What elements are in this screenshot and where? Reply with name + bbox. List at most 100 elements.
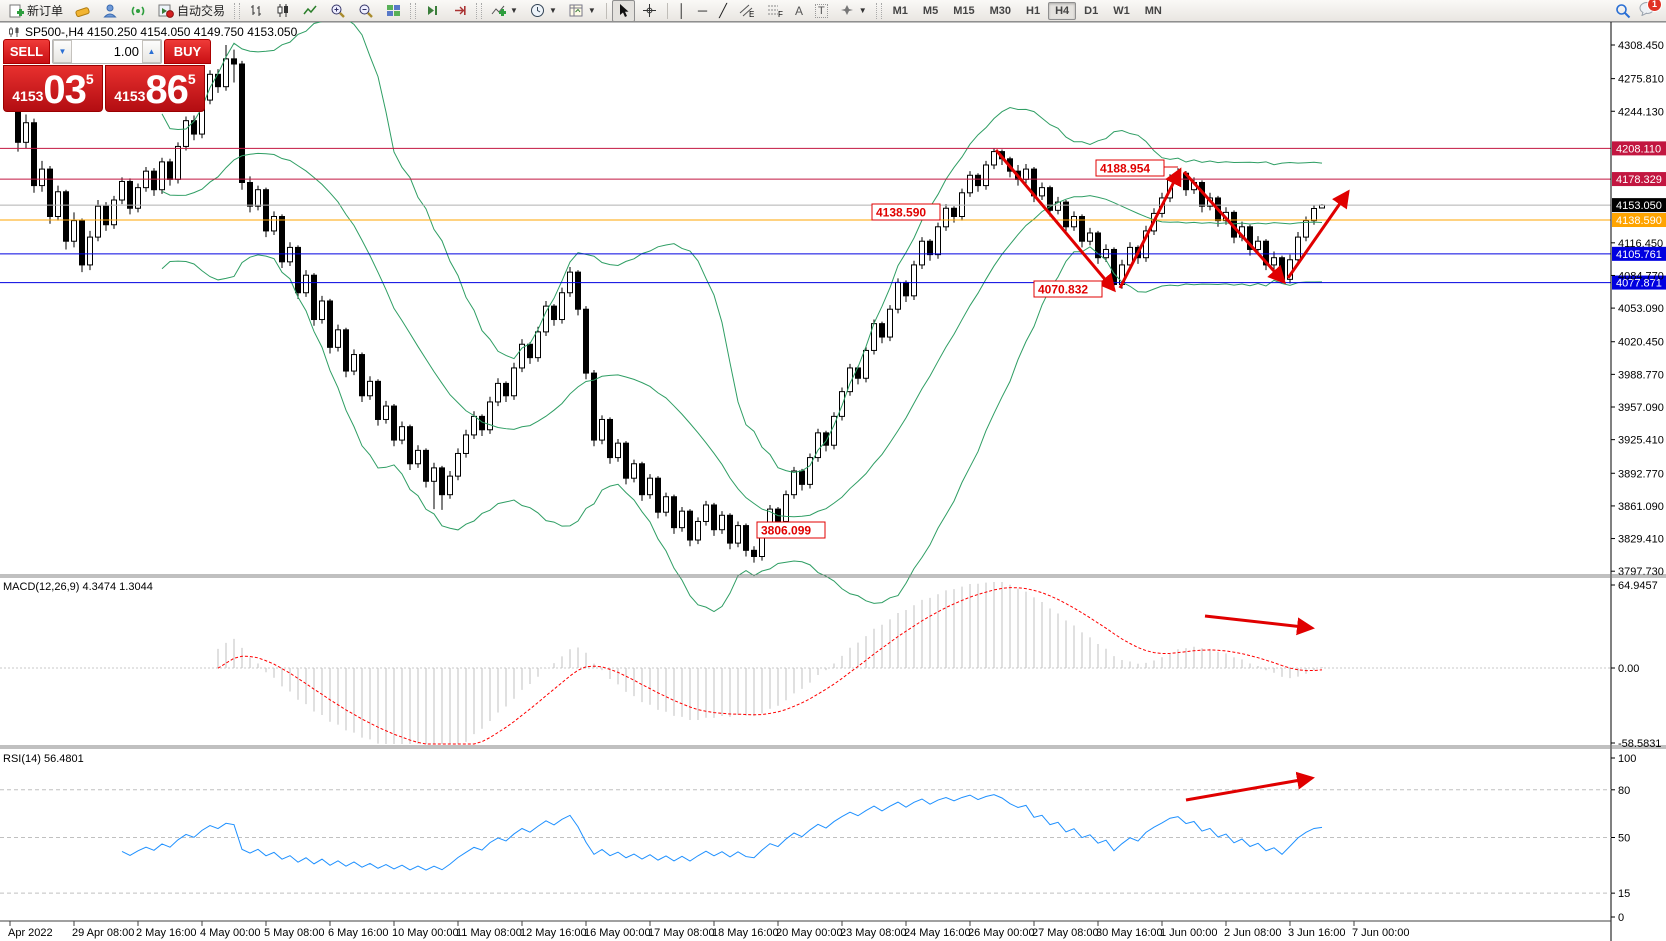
candle-body xyxy=(1127,246,1133,266)
rsi-axis-label: 15 xyxy=(1618,888,1630,900)
zoom-out-button[interactable] xyxy=(353,0,379,22)
shapes-tool-button[interactable]: ▼ xyxy=(835,0,872,22)
price-axis-tick-label: 3957.090 xyxy=(1618,402,1664,414)
annotation-box[interactable] xyxy=(1033,280,1103,298)
top-toolbar: 新订单 自动交易 xyxy=(0,0,1666,22)
candle-body xyxy=(551,305,557,321)
candle-body xyxy=(31,122,37,187)
vline-icon: │ xyxy=(677,3,686,18)
trendline-tool-button[interactable]: ╱ xyxy=(714,0,732,22)
annotation-box[interactable] xyxy=(871,203,941,221)
candle-body xyxy=(791,470,797,496)
time-axis-label: 4 May 00:00 xyxy=(200,927,261,939)
templates-button[interactable]: ▼ xyxy=(564,0,601,22)
candle-body xyxy=(367,380,373,397)
dropdown-arrow-icon: ▼ xyxy=(587,6,596,15)
rsi-axis-label: 0 xyxy=(1618,912,1624,924)
candle-body xyxy=(511,367,517,397)
candle-body xyxy=(471,415,477,436)
tile-windows-button[interactable] xyxy=(381,0,406,22)
candle-body xyxy=(671,496,677,529)
shapes-icon xyxy=(840,5,853,15)
tf-button-H4[interactable]: H4 xyxy=(1048,1,1077,20)
tf-button-H1[interactable]: H1 xyxy=(1026,4,1041,17)
macd-signal-line xyxy=(217,587,1323,745)
step-forward-button[interactable] xyxy=(420,0,445,22)
crayon-button[interactable] xyxy=(70,0,96,22)
step-end-button[interactable] xyxy=(447,0,472,22)
candle-body xyxy=(783,494,789,522)
profile-button[interactable] xyxy=(98,0,123,22)
candle-body xyxy=(39,168,45,187)
cursor-tool-button[interactable] xyxy=(611,0,635,22)
bollinger-upper-band[interactable] xyxy=(161,14,1323,474)
signals-button[interactable] xyxy=(125,0,151,22)
volume-down-button[interactable]: ▼ xyxy=(53,40,72,63)
tf-button-MN[interactable]: MN xyxy=(1144,4,1162,17)
horizontal-line-tool-button[interactable]: ─ xyxy=(693,0,712,22)
label-tool-button[interactable]: T xyxy=(810,0,833,22)
trendline-icon: ╱ xyxy=(719,2,727,18)
time-axis-label: 7 Jun 00:00 xyxy=(1352,927,1410,939)
zoom-in-button[interactable] xyxy=(325,0,351,22)
buy-button[interactable]: BUY xyxy=(164,39,211,64)
candle-body xyxy=(359,354,365,397)
time-axis-label: 16 May 00:00 xyxy=(584,927,651,939)
candle-body xyxy=(279,215,285,263)
annotation-box[interactable] xyxy=(756,521,826,539)
candle-body xyxy=(1047,187,1053,211)
rsi-trend-arrow[interactable] xyxy=(1185,771,1315,802)
bollinger-middle-band[interactable] xyxy=(161,152,1323,518)
periods-button[interactable]: ▼ xyxy=(525,0,562,22)
price-axis-tick-label: 3925.410 xyxy=(1618,435,1664,447)
time-axis-label: 26 May 00:00 xyxy=(968,927,1035,939)
candle-body xyxy=(1263,240,1269,266)
candle-body xyxy=(623,442,629,479)
rsi-axis-label: 50 xyxy=(1618,833,1630,845)
crosshair-tool-button[interactable] xyxy=(637,0,662,22)
search-icon[interactable] xyxy=(1615,3,1631,19)
toolbar-grip xyxy=(410,2,417,19)
vertical-line-tool-button[interactable]: │ xyxy=(673,0,691,22)
text-tool-button[interactable]: A xyxy=(790,0,808,22)
line-chart-button[interactable] xyxy=(298,0,323,22)
trend-arrow[interactable] xyxy=(1286,189,1350,279)
candle-body xyxy=(223,58,229,88)
macd-trend-arrow[interactable] xyxy=(1204,614,1315,636)
candle-body xyxy=(919,240,925,266)
candle-body xyxy=(847,367,853,393)
add-indicator-button[interactable]: ▼ xyxy=(486,0,523,22)
new-order-button[interactable]: 新订单 xyxy=(4,0,68,22)
candle-chart-button[interactable] xyxy=(271,0,296,22)
annotation-box[interactable] xyxy=(1095,159,1165,177)
trend-arrow[interactable] xyxy=(994,149,1116,293)
candle-body xyxy=(135,187,141,209)
notifications-button[interactable]: 1 xyxy=(1639,0,1662,21)
sell-price-button[interactable]: 4153 03 5 xyxy=(3,65,103,112)
volume-input[interactable] xyxy=(72,40,142,63)
tf-button-M15[interactable]: M15 xyxy=(953,4,975,17)
candle-body xyxy=(727,514,733,544)
candle-body xyxy=(1095,232,1101,259)
tf-button-M30[interactable]: M30 xyxy=(989,4,1012,17)
time-axis-label: 2 May 16:00 xyxy=(136,927,197,939)
tf-button-D1[interactable]: D1 xyxy=(1084,4,1099,17)
bollinger-lower-band[interactable] xyxy=(161,246,1323,613)
tf-button-W1[interactable]: W1 xyxy=(1113,4,1130,17)
tf-button-M1[interactable]: M1 xyxy=(892,4,908,17)
equidistant-channel-tool-button[interactable]: E xyxy=(734,0,760,22)
sell-button[interactable]: SELL xyxy=(3,39,50,64)
fibonacci-tool-button[interactable]: F xyxy=(762,0,788,22)
bar-chart-button[interactable] xyxy=(244,0,269,22)
candle-body xyxy=(1087,232,1093,242)
buy-price-button[interactable]: 4153 86 5 xyxy=(105,65,205,112)
candle-body xyxy=(127,180,133,209)
tf-button-M5[interactable]: M5 xyxy=(922,4,939,17)
price-axis-label: 4153.050 xyxy=(1616,200,1662,212)
candle-body xyxy=(703,504,709,522)
bar-chart-icon xyxy=(251,5,262,16)
trend-arrow[interactable] xyxy=(1118,167,1182,289)
trend-arrow[interactable] xyxy=(1182,170,1287,285)
volume-up-button[interactable]: ▲ xyxy=(142,40,161,63)
autotrade-button[interactable]: 自动交易 xyxy=(153,0,230,22)
